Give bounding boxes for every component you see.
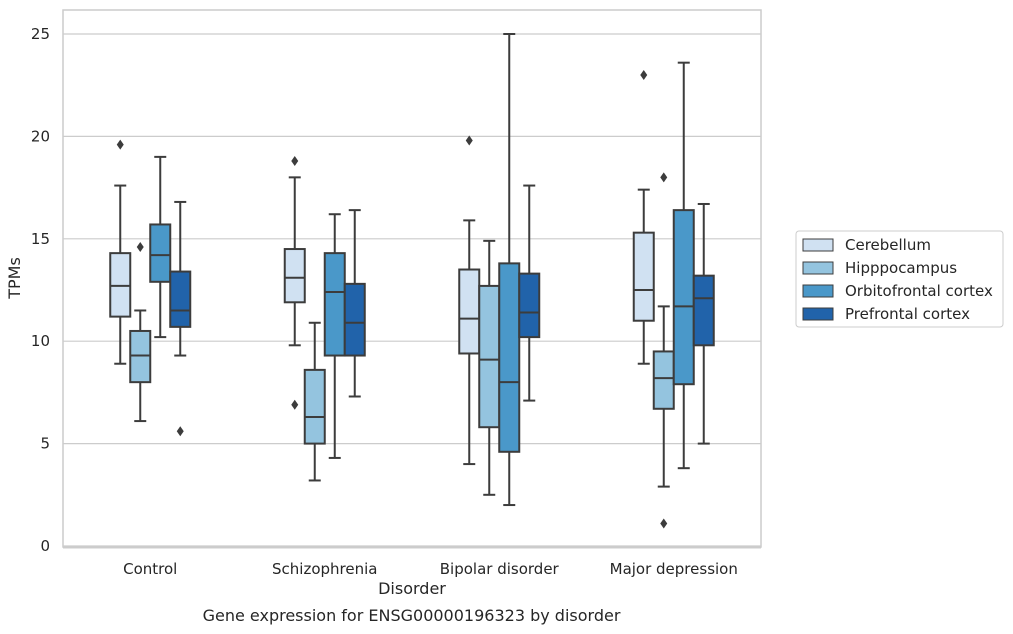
box-body <box>283 248 306 304</box>
box-body <box>672 209 695 386</box>
box-body <box>498 262 521 453</box>
series-orbitofrontal-cortex <box>149 33 695 507</box>
legend-label: Hipppocampus <box>845 259 957 277</box>
box-body <box>518 272 541 339</box>
box <box>478 239 501 496</box>
y-tick-label: 20 <box>31 127 50 145</box>
outlier-point <box>136 241 144 252</box>
box-body <box>149 223 172 283</box>
box <box>518 184 541 402</box>
box <box>303 321 326 482</box>
series-cerebellum <box>109 69 655 466</box>
outlier-point <box>176 426 184 437</box>
box <box>692 202 715 445</box>
x-tick-label: Bipolar disorder <box>440 560 560 578</box>
box <box>129 241 152 423</box>
box-body <box>169 270 192 328</box>
box-body <box>478 284 501 429</box>
box <box>343 209 366 398</box>
legend-item: Hipppocampus <box>802 259 957 277</box>
outlier-point <box>291 399 299 410</box>
legend-label: Orbitofrontal cortex <box>845 282 993 300</box>
legend-item: Cerebellum <box>802 236 931 254</box>
box-body <box>458 268 481 355</box>
box-body <box>109 252 132 318</box>
box <box>458 135 481 466</box>
box-body <box>303 368 326 445</box>
legend-item: Prefrontal cortex <box>802 305 970 323</box>
box <box>652 172 675 529</box>
x-tick-label: Schizophrenia <box>272 560 377 578</box>
figure-caption: Gene expression for ENSG00000196323 by d… <box>202 606 621 625</box>
box <box>283 155 306 410</box>
series-prefrontal-cortex <box>169 184 715 445</box>
series-hipppocampus <box>129 172 675 529</box>
legend-swatch <box>802 261 834 275</box>
y-tick-label: 0 <box>40 537 50 555</box>
y-tick-label: 15 <box>31 230 50 248</box>
box-body <box>632 231 655 322</box>
box <box>149 155 172 339</box>
box-body <box>323 252 346 357</box>
box-body <box>692 274 715 347</box>
outlier-point <box>465 135 473 146</box>
y-tick-label: 25 <box>31 25 50 43</box>
box-body <box>652 350 675 410</box>
y-tick-label: 10 <box>31 332 50 350</box>
legend-swatch <box>802 284 834 298</box>
box-series-group <box>109 33 715 529</box>
outlier-point <box>660 172 668 183</box>
box <box>498 33 521 507</box>
y-axis-label: TPMs <box>5 257 24 300</box>
box <box>632 69 655 365</box>
legend-label: Prefrontal cortex <box>845 305 970 323</box>
box <box>672 61 695 470</box>
x-tick-label: Major depression <box>610 560 738 578</box>
outlier-point <box>116 139 124 150</box>
y-tick-label: 5 <box>40 435 50 453</box>
box-body <box>129 329 152 384</box>
box-body <box>343 282 366 357</box>
box <box>109 139 132 365</box>
x-tick-labels: Control Schizophrenia Bipolar disorder Majo… <box>123 560 738 578</box>
legend-frame <box>795 230 1004 328</box>
box <box>169 200 192 437</box>
outlier-point <box>640 69 648 80</box>
legend-items: Cerebellum Hipppocampus Orbitofrontal cort… <box>802 236 993 323</box>
legend-label: Cerebellum <box>845 236 931 254</box>
legend-swatch <box>802 307 834 321</box>
outlier-point <box>291 155 299 166</box>
x-axis-label: Disorder <box>378 579 446 598</box>
legend-swatch <box>802 238 834 252</box>
x-tick-label: Control <box>123 560 177 578</box>
y-tick-labels: 0 5 10 15 20 25 <box>31 25 50 555</box>
plot-frame <box>62 9 762 548</box>
outlier-point <box>660 518 668 529</box>
legend: Cerebellum Hipppocampus Orbitofrontal cort… <box>795 230 1004 328</box>
legend-item: Orbitofrontal cortex <box>802 282 993 300</box>
